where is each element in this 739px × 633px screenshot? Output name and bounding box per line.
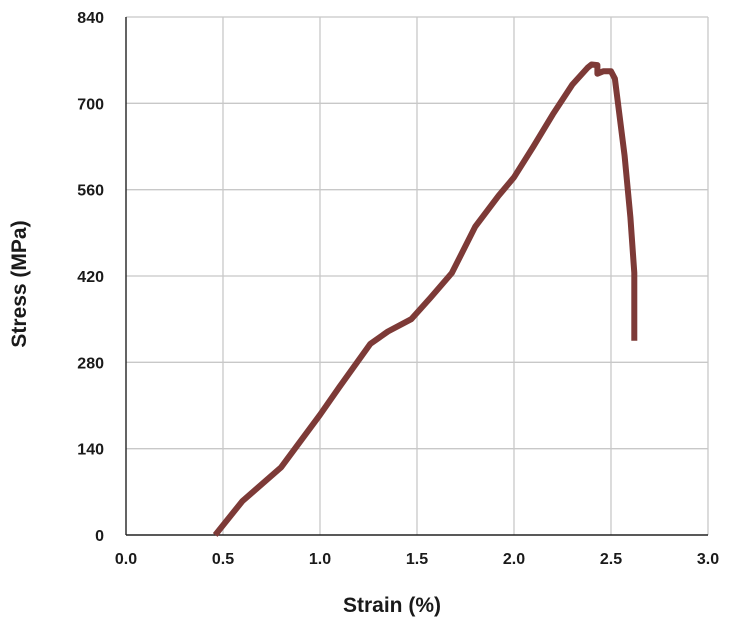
x-axis-title: Strain (%) <box>343 594 441 617</box>
x-tick-label: 3.0 <box>697 551 719 568</box>
axes <box>125 17 708 536</box>
x-tick-label: 0.5 <box>212 551 234 568</box>
y-tick-label: 140 <box>77 442 104 459</box>
x-tick-label: 2.5 <box>600 551 622 568</box>
y-tick-label: 420 <box>77 269 104 286</box>
series-line <box>212 61 638 537</box>
x-tick-label: 1.0 <box>309 551 331 568</box>
x-tick-label: 2.0 <box>503 551 525 568</box>
y-axis-title: Stress (MPa) <box>8 220 31 347</box>
y-tick-label: 700 <box>77 96 104 113</box>
series-layer <box>212 61 638 537</box>
y-tick-label: 0 <box>95 528 104 545</box>
x-tick-labels: 0.0 0.5 1.0 1.5 2.0 2.5 3.0 <box>115 551 719 568</box>
y-tick-labels: 0 140 280 420 560 700 840 <box>77 10 104 545</box>
y-tick-label: 560 <box>77 183 104 200</box>
x-tick-label: 1.5 <box>406 551 428 568</box>
y-tick-label: 280 <box>77 355 104 372</box>
grid-lines <box>126 16 709 535</box>
y-tick-label: 840 <box>77 10 104 27</box>
x-tick-label: 0.0 <box>115 551 137 568</box>
